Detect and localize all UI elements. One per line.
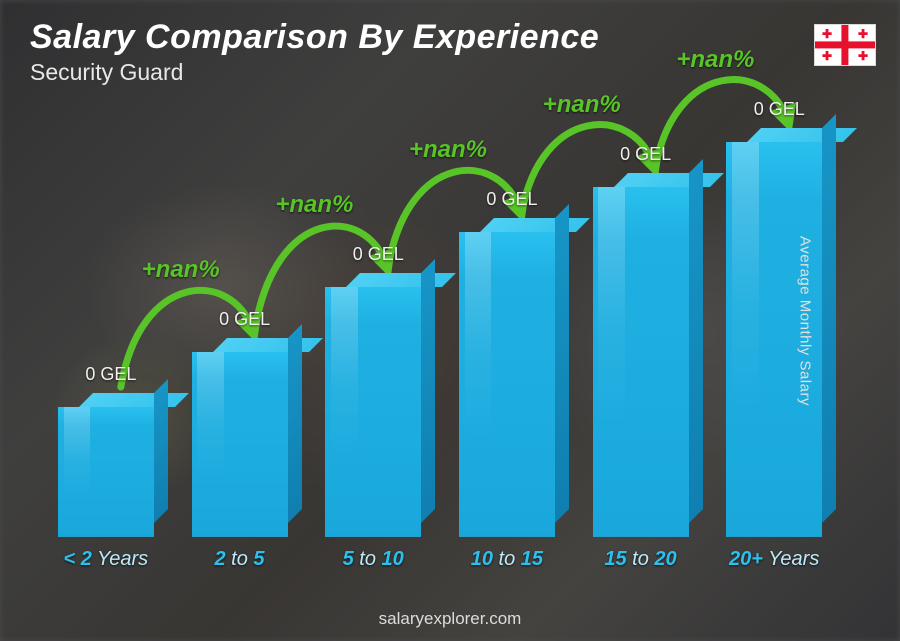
growth-arc-label: +nan% xyxy=(543,91,621,119)
bar-value-label: 0 GEL xyxy=(486,189,537,210)
bars-container: 0 GEL0 GEL0 GEL0 GEL0 GEL0 GEL xyxy=(40,137,840,537)
page-subtitle: Security Guard xyxy=(30,59,599,86)
x-axis-label: 5 to 10 xyxy=(313,548,433,571)
bar-slot: 0 GEL xyxy=(714,142,834,537)
growth-arc-label: +nan% xyxy=(409,136,487,164)
bar-slot: 0 GEL xyxy=(46,407,166,537)
bar xyxy=(58,407,154,537)
bar-value-label: 0 GEL xyxy=(219,309,270,330)
growth-arc-label: +nan% xyxy=(676,46,754,74)
footer-attribution: salaryexplorer.com xyxy=(0,609,900,629)
page-title: Salary Comparison By Experience xyxy=(30,18,599,57)
bar-slot: 0 GEL xyxy=(180,352,300,537)
header: Salary Comparison By Experience Security… xyxy=(30,18,599,86)
bar xyxy=(459,232,555,537)
x-axis-label: < 2 Years xyxy=(46,548,166,571)
bar-value-label: 0 GEL xyxy=(754,99,805,120)
bar-chart: 0 GEL0 GEL0 GEL0 GEL0 GEL0 GEL < 2 Years… xyxy=(40,120,840,571)
bar xyxy=(593,187,689,537)
bar-value-label: 0 GEL xyxy=(85,364,136,385)
country-flag-georgia: ✚✚ ✚✚ xyxy=(814,24,876,66)
bar-value-label: 0 GEL xyxy=(620,144,671,165)
x-axis-label: 20+ Years xyxy=(714,548,834,571)
bar-slot: 0 GEL xyxy=(313,287,433,537)
x-axis-label: 15 to 20 xyxy=(581,548,701,571)
bar-value-label: 0 GEL xyxy=(353,244,404,265)
bar-slot: 0 GEL xyxy=(581,187,701,537)
bar xyxy=(192,352,288,537)
bar xyxy=(325,287,421,537)
bar-slot: 0 GEL xyxy=(447,232,567,537)
x-axis-label: 2 to 5 xyxy=(180,548,300,571)
x-axis-label: 10 to 15 xyxy=(447,548,567,571)
growth-arc-label: +nan% xyxy=(142,256,220,284)
x-axis: < 2 Years 2 to 5 5 to 10 10 to 15 15 to 20 20… xyxy=(40,548,840,571)
y-axis-label: Average Monthly Salary xyxy=(797,236,814,406)
growth-arc-label: +nan% xyxy=(275,191,353,219)
